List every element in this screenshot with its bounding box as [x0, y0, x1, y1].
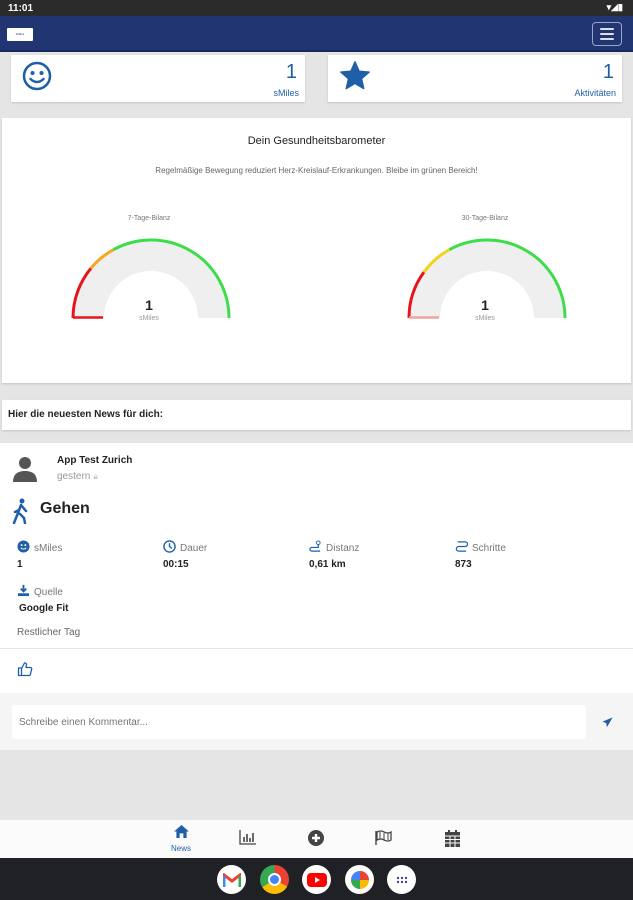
smiles-label: sMiles	[273, 88, 299, 98]
metric-label: Dauer	[180, 543, 208, 554]
barometer-subtitle: Regelmäßige Bewegung reduziert Herz-Krei…	[155, 166, 478, 175]
gauge-30-day-unit: sMiles	[475, 315, 495, 322]
nav-news-label: News	[170, 844, 191, 853]
app-logo[interactable]: sMiles	[7, 28, 33, 41]
metric-value: 873	[455, 559, 472, 570]
walking-icon	[12, 498, 28, 524]
nav-news[interactable]: News	[163, 825, 199, 853]
metric-source: Quelle Google Fit	[17, 582, 68, 614]
app-header: sMiles	[0, 16, 633, 52]
smiles-stat-card[interactable]: 1 sMiles	[11, 55, 305, 102]
lock-icon: 🔒︎	[93, 471, 98, 481]
metric-value: 1	[17, 559, 23, 570]
gauge-track	[74, 241, 228, 318]
gauge-7-day-label: 7-Tage-Bilanz	[127, 215, 171, 222]
youtube-icon[interactable]	[302, 865, 331, 894]
star-icon	[340, 61, 370, 90]
metric-duration: Dauer 00:15	[163, 538, 207, 570]
gauge-30-day-label: 30-Tage-Bilanz	[461, 215, 509, 222]
gauge-30-day	[407, 238, 567, 319]
nav-add[interactable]	[298, 830, 334, 851]
avatar	[13, 457, 37, 482]
like-button[interactable]	[17, 661, 33, 677]
gauge-7-day-unit: sMiles	[139, 315, 159, 322]
calendar-icon	[444, 830, 460, 847]
comment-area	[0, 693, 633, 750]
app-drawer-icon[interactable]	[387, 865, 416, 894]
status-time: 11:01	[8, 3, 34, 14]
status-icons: ▾◢▮	[606, 2, 623, 12]
gauge-zone	[448, 238, 567, 319]
smiley-icon	[22, 61, 52, 91]
gauge-zone	[89, 248, 115, 270]
gauge-track	[410, 241, 564, 318]
news-heading: Hier die neuesten News für dich:	[2, 400, 631, 430]
menu-button[interactable]	[592, 22, 622, 46]
nav-calendar[interactable]	[434, 830, 470, 852]
metric-distance: Distanz 0,61 km	[309, 538, 359, 570]
gauge-7-day-value: 1	[145, 297, 153, 313]
home-icon	[173, 825, 189, 838]
gauge-zone	[112, 238, 231, 319]
flag-icon	[375, 830, 392, 845]
metric-label: Distanz	[326, 543, 360, 554]
health-barometer-card: Dein Gesundheitsbarometer Regelmäßige Be…	[2, 118, 631, 383]
smiley-icon	[17, 540, 30, 553]
gauge-zone	[407, 271, 426, 319]
clock-icon	[163, 540, 176, 554]
metric-smiles: sMiles 1	[17, 538, 62, 570]
post-note: Restlicher Tag	[17, 627, 81, 638]
metric-steps: Schritte 873	[455, 538, 506, 570]
post-author[interactable]: App Test Zurich	[57, 455, 133, 466]
metric-value: 0,61 km	[309, 559, 346, 570]
metric-label: Quelle	[34, 587, 63, 598]
gmail-icon[interactable]	[217, 865, 246, 894]
status-bar: 11:01 ▾◢▮	[0, 0, 633, 16]
divider	[0, 648, 633, 649]
system-dock	[0, 858, 633, 900]
activities-stat-card[interactable]: 1 Aktivitäten	[328, 55, 622, 102]
comment-input[interactable]	[12, 705, 586, 739]
gauge-zone	[422, 248, 451, 274]
metric-value: Google Fit	[19, 603, 69, 614]
steps-icon	[455, 541, 468, 553]
gauge-30-day-value: 1	[481, 297, 489, 313]
activities-label: Aktivitäten	[574, 88, 616, 98]
post-time: gestern 🔒︎	[57, 471, 98, 482]
activities-count: 1	[602, 61, 614, 83]
plus-circle-icon	[308, 830, 324, 846]
distance-icon	[309, 540, 321, 553]
metric-label: Schritte	[472, 543, 506, 554]
barometer-title: Dein Gesundheitsbarometer	[247, 135, 386, 147]
metric-value: 00:15	[163, 559, 189, 570]
bottom-nav: News	[0, 820, 633, 858]
news-post: App Test Zurich gestern 🔒︎ Gehen sMiles 1…	[0, 443, 633, 693]
nav-stats[interactable]	[230, 830, 266, 850]
chart-icon	[239, 830, 256, 845]
nav-challenges[interactable]	[366, 830, 402, 851]
chrome-icon[interactable]	[260, 865, 289, 894]
metric-label: sMiles	[34, 543, 63, 554]
download-icon	[17, 585, 30, 597]
post-time-text: gestern	[57, 471, 91, 482]
gauge-zone	[71, 267, 93, 319]
smiles-count: 1	[285, 61, 297, 83]
send-button[interactable]	[602, 717, 613, 728]
activity-title: Gehen	[40, 500, 90, 517]
photos-icon[interactable]	[345, 865, 374, 894]
gauge-7-day	[71, 238, 231, 319]
